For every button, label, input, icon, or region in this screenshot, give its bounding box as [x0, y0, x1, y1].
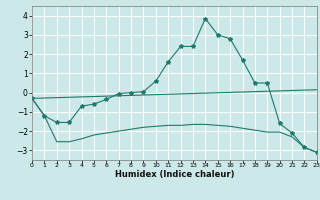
X-axis label: Humidex (Indice chaleur): Humidex (Indice chaleur) [115, 170, 234, 179]
